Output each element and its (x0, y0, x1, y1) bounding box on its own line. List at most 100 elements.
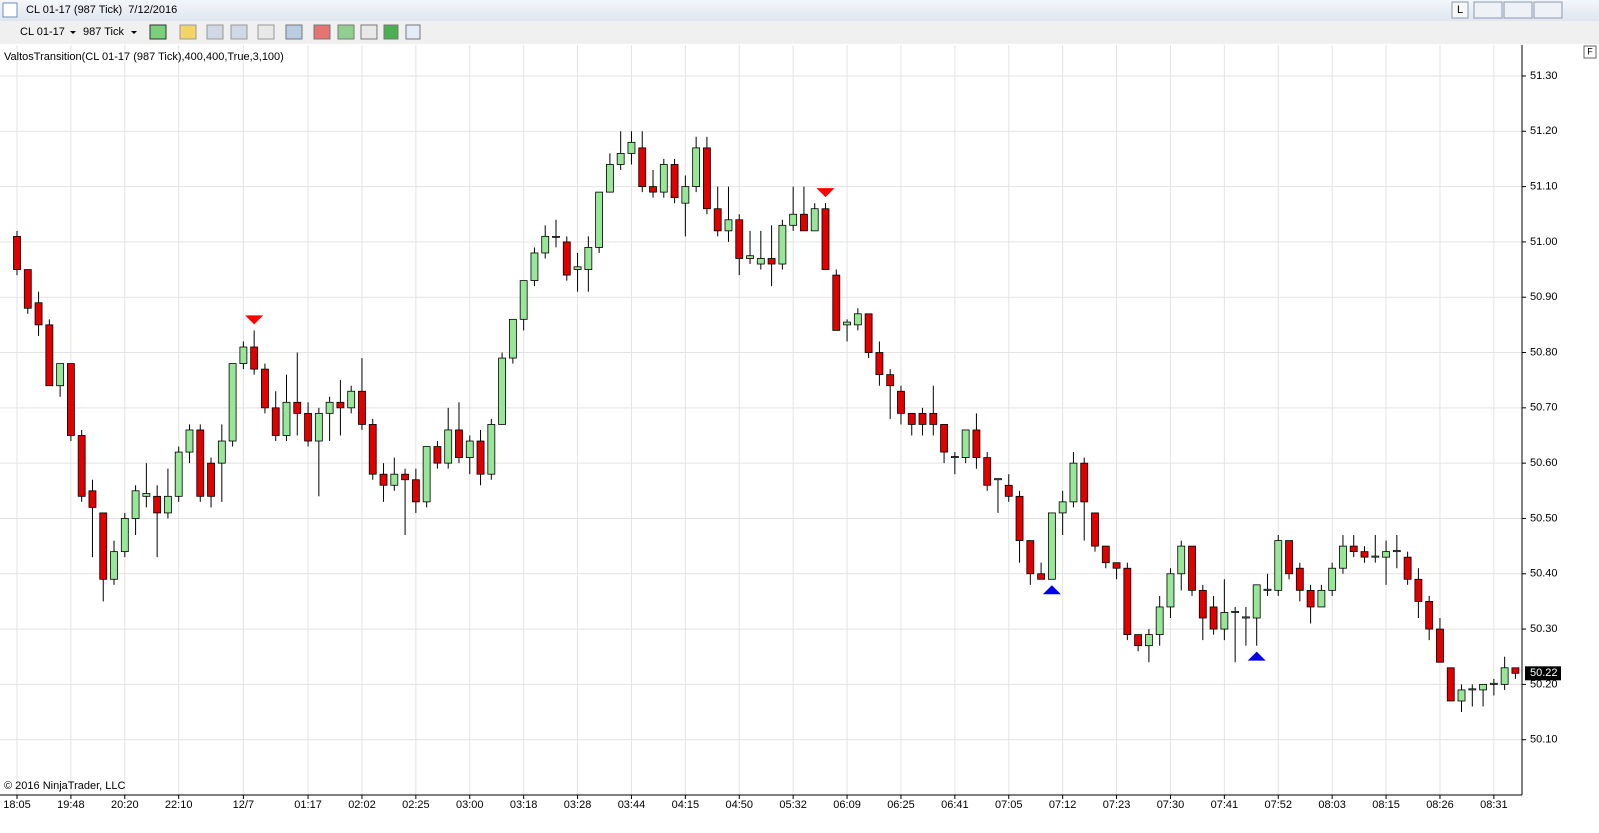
candle-body (498, 357, 507, 425)
x-tick-label: 02:02 (348, 799, 376, 811)
x-tick-label: 06:09 (833, 799, 861, 811)
candle-body (56, 363, 65, 387)
candle-body (1004, 484, 1013, 497)
candle-body (120, 518, 129, 553)
candle-body (379, 473, 388, 486)
app-icon (2, 2, 18, 18)
candle-body (13, 235, 21, 270)
y-tick-label: 51.30 (1530, 70, 1558, 82)
candle-body (1080, 462, 1089, 503)
trade-button[interactable] (383, 24, 399, 40)
candle-body (1500, 667, 1509, 685)
candle-body (983, 457, 992, 486)
sell-signal (816, 188, 835, 198)
candle-body (595, 191, 604, 248)
x-tick-label: 05:32 (779, 799, 807, 811)
candle-body (778, 224, 787, 265)
y-tick-label: 50.40 (1530, 568, 1558, 580)
buy-signal (1247, 651, 1266, 661)
candle-body (1457, 689, 1466, 702)
candle-body (23, 269, 32, 309)
candle-body (886, 374, 895, 387)
properties-button[interactable] (360, 24, 378, 40)
drawing-tool-button[interactable] (179, 24, 197, 40)
candle-body (142, 493, 151, 497)
candle-body (1209, 606, 1218, 630)
candle-body (476, 440, 485, 475)
candle-body (961, 429, 970, 459)
candle-body (724, 219, 733, 232)
instrument-selector[interactable]: CL 01-17 (20, 26, 65, 38)
candle-body (1468, 688, 1477, 691)
candle-body (875, 352, 884, 376)
chart-panel (0, 44, 1599, 833)
candle-body (1328, 567, 1337, 591)
restore-button[interactable] (1503, 1, 1533, 19)
candle-body (692, 147, 701, 187)
candle-body (217, 440, 226, 464)
template-button[interactable] (405, 24, 421, 40)
data-box-button[interactable] (285, 24, 303, 40)
candle-body (1112, 562, 1121, 569)
y-tick-label: 50.20 (1530, 678, 1558, 690)
candle-body (1306, 589, 1315, 608)
link-button[interactable] (1451, 1, 1469, 19)
candle-body (325, 401, 334, 414)
zoom-in-button[interactable] (206, 24, 224, 40)
candle-body (1101, 545, 1110, 564)
chart-style-button[interactable] (149, 24, 167, 40)
candle-body (1339, 545, 1347, 569)
candle-body (929, 412, 938, 425)
candle-body (950, 456, 959, 459)
candle-body (314, 412, 323, 442)
candle-body (918, 412, 927, 425)
x-tick-label: 03:44 (618, 799, 646, 811)
candle-body (756, 258, 765, 265)
candle-body (1188, 545, 1196, 591)
strategies-button[interactable] (337, 24, 355, 40)
y-tick-label: 50.60 (1530, 457, 1558, 469)
candle-body (77, 435, 86, 497)
candle-body (735, 219, 744, 259)
candle-body (444, 429, 453, 464)
window-title: CL 01-17 (987 Tick) 7/12/2016 (26, 4, 177, 16)
candle-body (897, 390, 905, 414)
f-button[interactable] (1583, 45, 1597, 59)
candle-body (843, 321, 851, 326)
dropdown-arrow (131, 31, 137, 34)
x-tick-label: 03:18 (510, 799, 538, 811)
candle-body (1155, 606, 1164, 636)
x-tick-label: 02:25 (402, 799, 430, 811)
candle-body (1242, 616, 1250, 619)
f-button-label[interactable]: F (1587, 46, 1593, 56)
candle-body (358, 390, 366, 425)
candle-body (153, 495, 162, 514)
candle-body (1489, 682, 1498, 685)
close-button[interactable] (1533, 1, 1563, 19)
x-tick-label: 04:15 (672, 799, 700, 811)
candle-body (293, 401, 302, 414)
candle-body (228, 363, 237, 442)
candle-body (1414, 578, 1423, 602)
link-button-label[interactable]: L (1457, 4, 1463, 16)
toolbar (0, 21, 1599, 44)
y-tick-label: 51.10 (1530, 180, 1558, 192)
candle-body (584, 247, 593, 270)
cursor-button[interactable] (257, 24, 275, 40)
candle-body (1349, 545, 1358, 553)
candle-body (1231, 610, 1240, 613)
y-tick-label: 51.20 (1530, 125, 1558, 137)
x-tick-label: 06:25 (887, 799, 915, 811)
candle-body (1037, 573, 1045, 580)
x-tick-label: 08:26 (1426, 799, 1454, 811)
minimize-button[interactable] (1473, 1, 1503, 19)
zoom-out-button[interactable] (230, 24, 248, 40)
y-tick-label: 50.70 (1530, 402, 1558, 414)
period-selector[interactable]: 987 Tick (83, 26, 124, 38)
candle-body (239, 346, 248, 364)
x-tick-label: 01:17 (294, 799, 322, 811)
x-tick-label: 08:31 (1480, 799, 1508, 811)
candle-body (465, 440, 474, 459)
indicators-button[interactable] (313, 24, 331, 40)
